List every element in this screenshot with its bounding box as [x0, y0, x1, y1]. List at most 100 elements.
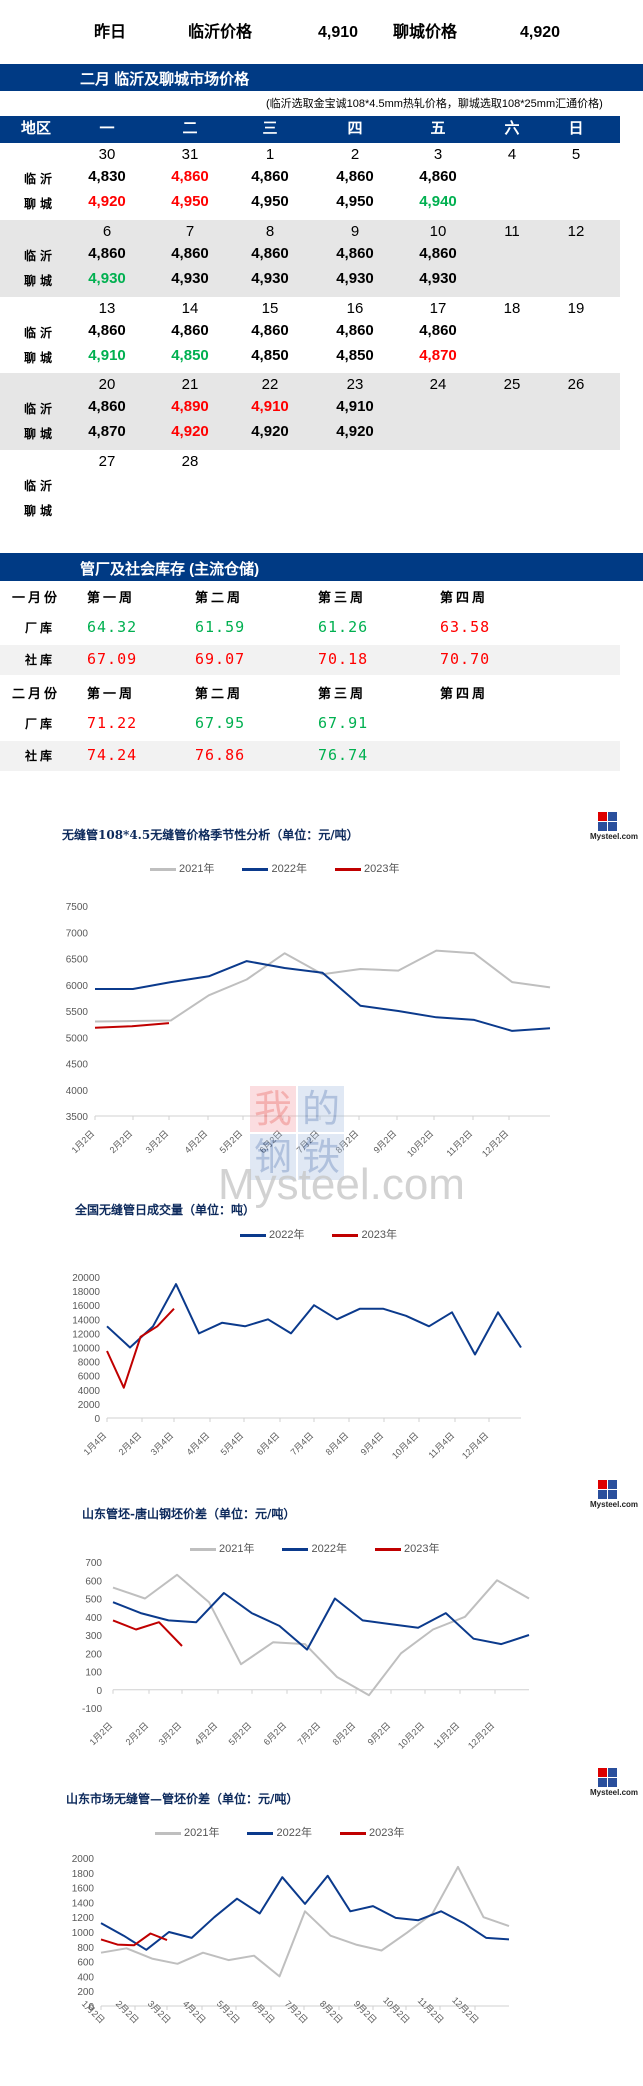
inventory-row-label: 社库 [25, 749, 56, 763]
legend-label: 2022年 [269, 1229, 305, 1241]
inventory-title: 管厂及社会库存 (主流仓储) [80, 561, 260, 578]
inventory-value: 70.70 [440, 650, 491, 668]
city-label-liaocheng: 聊城 [24, 351, 57, 365]
svg-text:6月2日: 6月2日 [262, 1720, 289, 1747]
price-linyi: 4,860 [419, 168, 457, 185]
inventory-week-label: 第一周 [87, 687, 136, 702]
inventory-row-label: 社库 [25, 653, 56, 667]
day-number: 16 [346, 300, 364, 317]
inventory-value: 67.09 [87, 650, 138, 668]
svg-text:1月4日: 1月4日 [82, 1430, 109, 1457]
inventory-week-label: 第二周 [195, 591, 244, 606]
city-label-liaocheng: 聊城 [24, 274, 57, 288]
legend-label: 2022年 [276, 1827, 312, 1839]
series-line-2022年 [112, 1592, 530, 1651]
price-linyi: 4,860 [171, 168, 209, 185]
series-line-2023年 [94, 1022, 170, 1029]
day-number: 25 [503, 376, 521, 393]
city-label-liaocheng: 聊城 [24, 427, 57, 441]
price-liaocheng: 4,920 [251, 423, 289, 440]
svg-text:2月2日: 2月2日 [108, 1128, 135, 1155]
svg-text:8月2日: 8月2日 [318, 1999, 345, 2026]
svg-text:11月4日: 11月4日 [426, 1430, 456, 1460]
day-number: 13 [98, 300, 116, 317]
price-liaocheng: 4,920 [336, 423, 374, 440]
series-line-2021年 [94, 949, 551, 1023]
svg-text:0: 0 [94, 1414, 100, 1425]
svg-text:6月2日: 6月2日 [250, 1999, 277, 2026]
legend-item: 2021年 [155, 1824, 219, 1840]
price-linyi: 4,830 [88, 168, 126, 185]
svg-text:11月2日: 11月2日 [431, 1720, 461, 1750]
price-liaocheng: 4,850 [251, 347, 289, 364]
svg-text:4000: 4000 [66, 1086, 89, 1097]
svg-text:5月2日: 5月2日 [227, 1720, 254, 1747]
day-number: 6 [102, 223, 112, 240]
day-number: 1 [265, 146, 275, 163]
day-number: 24 [429, 376, 447, 393]
watermark-char-2: 的 [298, 1086, 344, 1132]
svg-text:1月2日: 1月2日 [88, 1720, 115, 1747]
legend-item: 2021年 [150, 860, 214, 876]
legend-swatch [332, 1233, 359, 1237]
svg-text:14000: 14000 [72, 1315, 100, 1326]
legend-item: 2022年 [247, 1824, 312, 1840]
svg-text:1600: 1600 [72, 1884, 95, 1895]
price-linyi: 4,860 [251, 245, 289, 262]
legend-swatch [339, 1831, 366, 1835]
legend-item: 2021年 [190, 1540, 254, 1556]
legend-label: 2023年 [403, 1543, 440, 1555]
svg-text:8月4日: 8月4日 [324, 1430, 351, 1457]
svg-text:1800: 1800 [72, 1869, 95, 1880]
series-line-2021年 [100, 1865, 510, 1978]
svg-text:7500: 7500 [66, 902, 89, 913]
svg-text:600: 600 [85, 1576, 102, 1587]
svg-text:12月4日: 12月4日 [460, 1430, 490, 1460]
svg-text:5000: 5000 [66, 1033, 89, 1044]
day-number: 12 [567, 223, 585, 240]
svg-text:9月2日: 9月2日 [352, 1999, 379, 2026]
city-label-linyi: 临沂 [24, 326, 57, 340]
watermark-char-3: 钢 [250, 1134, 296, 1180]
inventory-week-label: 第一周 [87, 591, 136, 606]
svg-text:1月2日: 1月2日 [70, 1128, 97, 1155]
price-liaocheng: 4,930 [419, 270, 457, 287]
liaocheng-price-value: 4,920 [520, 24, 561, 41]
inventory-row-label: 厂库 [25, 717, 56, 731]
svg-text:9月4日: 9月4日 [359, 1430, 386, 1457]
legend-swatch [190, 1547, 216, 1551]
calendar-week-2: 6 7 8 9 10 11 12 临沂 4,860 4,860 4,860 4,860 4,860 聊城 4… [0, 220, 620, 297]
price-section-title: 二月 临沂及聊城市场价格 [80, 71, 250, 88]
linyi-price-label: 临沂价格 [188, 24, 253, 41]
legend-label: 2023年 [368, 1827, 405, 1839]
chart-title: 全国无缝管日成交量（单位：吨） [75, 1203, 256, 1217]
price-liaocheng: 4,850 [171, 347, 209, 364]
day-number: 10 [429, 223, 447, 240]
legend-item: 2022年 [240, 1226, 304, 1242]
legend-swatch [242, 867, 269, 871]
chart-title: 无缝管108*4.5无缝管价格季节性分析（单位：元/吨） [62, 828, 359, 842]
series-line-2023年 [106, 1308, 175, 1389]
logo-text: Mysteel.com [590, 832, 639, 841]
inventory-value: 69.07 [195, 650, 246, 668]
svg-text:0: 0 [88, 2002, 94, 2013]
svg-text:4月2日: 4月2日 [183, 1128, 210, 1155]
mysteel-logo: Mysteel.com [588, 1480, 638, 1520]
svg-text:12月2日: 12月2日 [450, 1995, 480, 2025]
svg-text:4月2日: 4月2日 [193, 1720, 220, 1747]
svg-text:3月2日: 3月2日 [144, 1128, 171, 1155]
watermark: 我 的 钢 铁 [250, 1086, 346, 1182]
city-label-linyi: 临沂 [24, 402, 57, 416]
svg-text:18000: 18000 [72, 1287, 100, 1298]
svg-text:9月2日: 9月2日 [372, 1128, 399, 1155]
day-number: 11 [504, 223, 520, 240]
mysteel-logo: Mysteel.com [588, 812, 638, 852]
svg-text:2月2日: 2月2日 [124, 1720, 151, 1747]
calendar-header-5: 五 [430, 120, 446, 137]
legend-swatch [150, 867, 176, 871]
svg-text:6000: 6000 [78, 1372, 101, 1383]
calendar-header-6: 六 [504, 120, 520, 137]
svg-text:3月2日: 3月2日 [157, 1720, 184, 1747]
price-liaocheng: 4,850 [336, 347, 374, 364]
price-liaocheng: 4,920 [88, 193, 126, 210]
